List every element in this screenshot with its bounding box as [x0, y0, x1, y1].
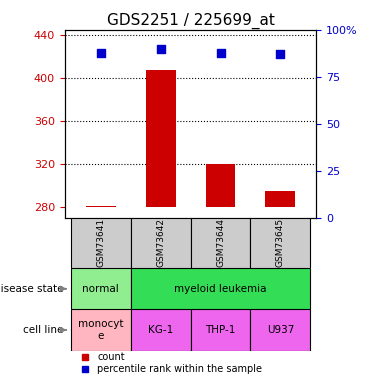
FancyBboxPatch shape	[71, 268, 131, 309]
Text: GSM73645: GSM73645	[276, 218, 285, 267]
Bar	[86, 206, 116, 207]
Text: count: count	[97, 352, 125, 362]
Text: percentile rank within the sample: percentile rank within the sample	[97, 364, 262, 374]
Text: GSM73642: GSM73642	[156, 218, 165, 267]
Text: GSM73644: GSM73644	[216, 218, 225, 267]
Text: THP-1: THP-1	[205, 325, 236, 335]
FancyBboxPatch shape	[250, 309, 310, 351]
Text: monocyt
e: monocyt e	[78, 319, 124, 341]
FancyBboxPatch shape	[71, 309, 131, 351]
Text: U937: U937	[267, 325, 294, 335]
FancyBboxPatch shape	[131, 268, 310, 309]
Point	[218, 50, 223, 55]
Point	[278, 51, 283, 57]
Point	[158, 46, 164, 52]
Bar	[146, 70, 176, 207]
FancyBboxPatch shape	[191, 309, 250, 351]
Bar	[265, 191, 295, 207]
Text: myeloid leukemia: myeloid leukemia	[174, 284, 267, 294]
Text: disease state: disease state	[0, 284, 64, 294]
Bar	[205, 164, 235, 207]
Text: GSM73641: GSM73641	[96, 218, 105, 267]
Text: normal: normal	[82, 284, 119, 294]
FancyBboxPatch shape	[71, 217, 131, 268]
Title: GDS2251 / 225699_at: GDS2251 / 225699_at	[107, 12, 275, 28]
FancyBboxPatch shape	[191, 217, 250, 268]
Text: cell line: cell line	[23, 325, 64, 335]
FancyBboxPatch shape	[131, 309, 191, 351]
FancyBboxPatch shape	[250, 217, 310, 268]
Point	[98, 50, 104, 55]
Text: KG-1: KG-1	[148, 325, 173, 335]
FancyBboxPatch shape	[131, 217, 191, 268]
